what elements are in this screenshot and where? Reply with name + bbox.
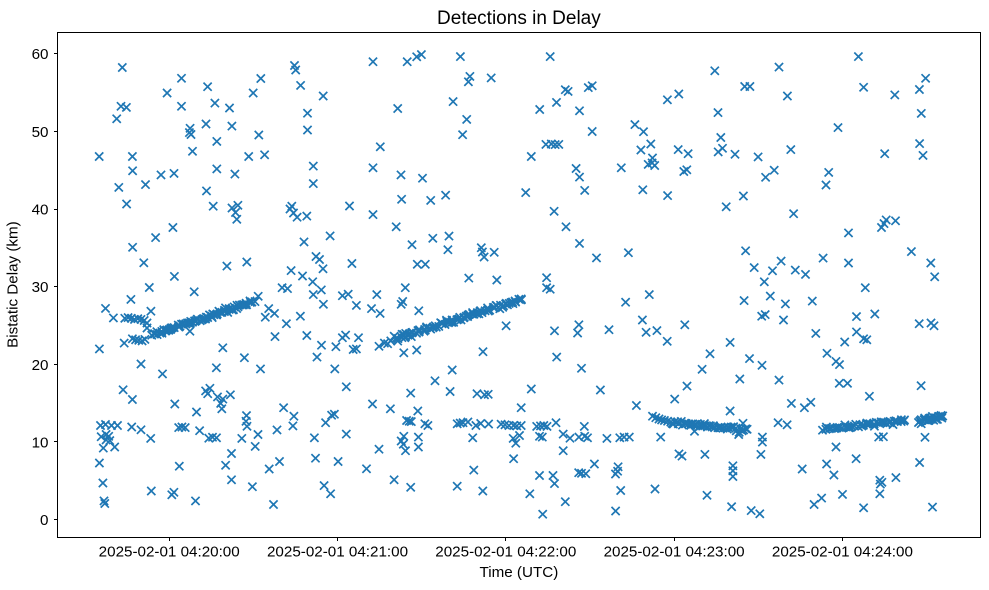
svg-text:2025-02-01 04:24:00: 2025-02-01 04:24:00 xyxy=(772,543,913,560)
svg-text:40: 40 xyxy=(32,202,49,219)
svg-text:10: 10 xyxy=(32,434,49,451)
svg-text:2025-02-01 04:23:00: 2025-02-01 04:23:00 xyxy=(604,543,745,560)
svg-text:30: 30 xyxy=(32,279,49,296)
svg-text:50: 50 xyxy=(32,124,49,141)
svg-text:2025-02-01 04:20:00: 2025-02-01 04:20:00 xyxy=(99,543,240,560)
svg-text:Detections in Delay: Detections in Delay xyxy=(437,8,601,29)
svg-text:0: 0 xyxy=(40,512,48,529)
svg-text:2025-02-01 04:22:00: 2025-02-01 04:22:00 xyxy=(435,543,576,560)
svg-text:Time (UTC): Time (UTC) xyxy=(480,564,559,581)
svg-text:Bistatic Delay (km): Bistatic Delay (km) xyxy=(5,221,22,348)
svg-text:2025-02-01 04:21:00: 2025-02-01 04:21:00 xyxy=(267,543,408,560)
svg-text:20: 20 xyxy=(32,357,49,374)
svg-text:60: 60 xyxy=(32,46,49,63)
